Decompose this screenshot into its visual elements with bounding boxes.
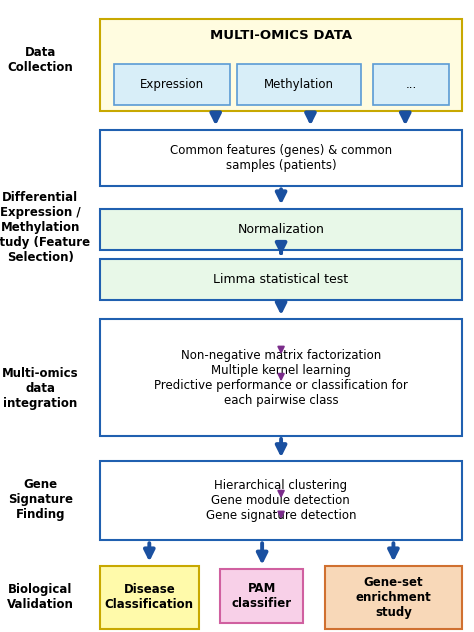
Text: Gene
Signature
Finding: Gene Signature Finding: [8, 478, 73, 521]
FancyBboxPatch shape: [114, 64, 230, 105]
FancyBboxPatch shape: [100, 19, 462, 111]
Text: Normalization: Normalization: [237, 222, 324, 236]
FancyBboxPatch shape: [374, 64, 449, 105]
FancyBboxPatch shape: [100, 566, 199, 629]
FancyBboxPatch shape: [100, 319, 462, 436]
Text: Gene-set
enrichment
study: Gene-set enrichment study: [356, 576, 431, 619]
Text: Limma statistical test: Limma statistical test: [213, 273, 348, 286]
Text: Non-negative matrix factorization
Multiple kernel learning
Predictive performanc: Non-negative matrix factorization Multip…: [154, 349, 408, 406]
Text: Multi-omics
data
integration: Multi-omics data integration: [2, 367, 79, 410]
Text: Expression: Expression: [140, 78, 204, 91]
Text: Data
Collection: Data Collection: [8, 46, 73, 74]
FancyBboxPatch shape: [237, 64, 361, 105]
Text: Common features (genes) & common
samples (patients): Common features (genes) & common samples…: [170, 144, 392, 172]
Text: Methylation: Methylation: [264, 78, 334, 91]
FancyBboxPatch shape: [220, 569, 303, 623]
Text: Disease
Classification: Disease Classification: [105, 583, 194, 611]
FancyBboxPatch shape: [100, 461, 462, 540]
Text: PAM
classifier: PAM classifier: [232, 581, 292, 610]
Text: Biological
Validation: Biological Validation: [7, 583, 74, 611]
FancyBboxPatch shape: [100, 130, 462, 186]
FancyBboxPatch shape: [325, 566, 462, 629]
FancyBboxPatch shape: [100, 209, 462, 250]
Text: Differential
Expression /
Methylation
Study (Feature
Selection): Differential Expression / Methylation St…: [0, 191, 90, 264]
Text: MULTI-OMICS DATA: MULTI-OMICS DATA: [210, 29, 352, 42]
Text: Hierarchical clustering
Gene module detection
Gene signature detection: Hierarchical clustering Gene module dete…: [206, 479, 356, 523]
FancyBboxPatch shape: [100, 259, 462, 300]
Text: ...: ...: [406, 78, 417, 91]
